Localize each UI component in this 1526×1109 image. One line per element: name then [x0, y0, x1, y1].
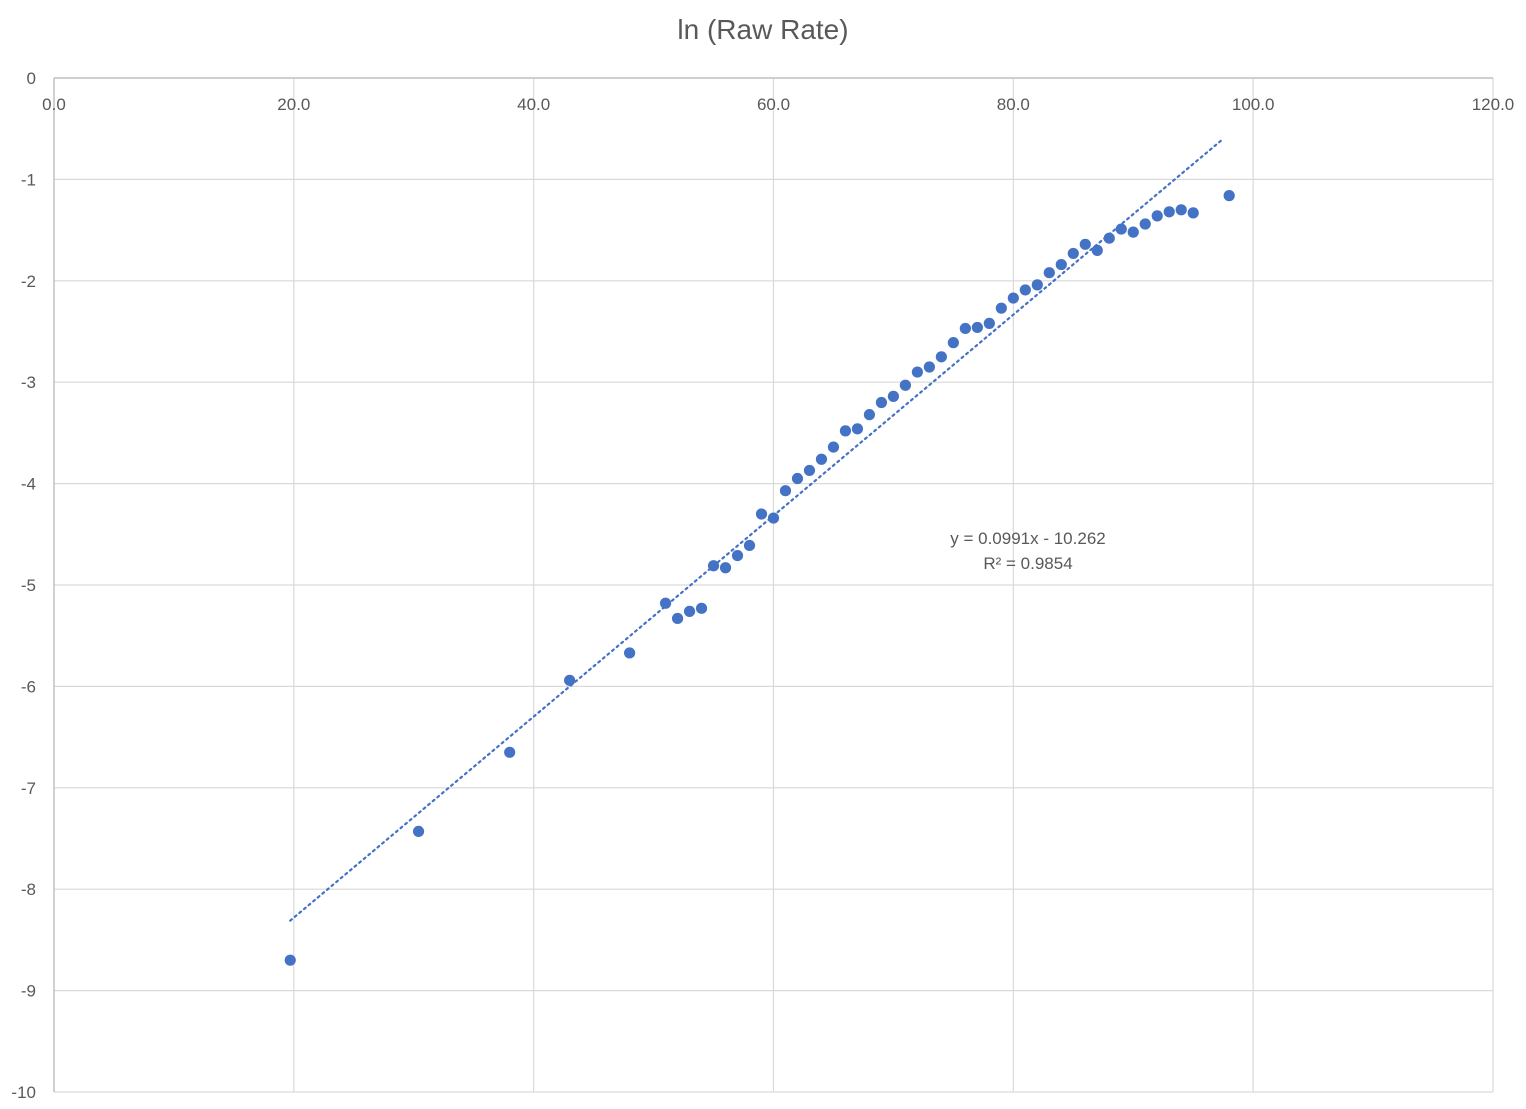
data-point	[707, 560, 720, 572]
data-point	[827, 441, 840, 453]
y-tick-label: 0	[27, 69, 36, 88]
x-tick-label: 60.0	[757, 95, 790, 114]
data-point	[1091, 244, 1103, 256]
data-point	[851, 423, 864, 435]
data-point	[1103, 232, 1115, 244]
gridlines	[53, 78, 1494, 1093]
y-tick-label: -10	[11, 1083, 36, 1102]
y-tick-label: -9	[21, 982, 36, 1001]
x-tick-label: 120.0	[1472, 95, 1515, 114]
data-point	[683, 605, 696, 617]
data-point	[1019, 284, 1031, 296]
data-point	[971, 321, 983, 334]
axes	[53, 77, 1493, 1092]
x-tick-labels: 0.0 20.0 40.0 60.0 80.0 100.0 120.0	[42, 95, 1514, 114]
data-point	[695, 602, 708, 614]
data-point	[983, 317, 995, 329]
x-tick-label: 40.0	[517, 95, 550, 114]
x-tick-label: 0.0	[42, 95, 66, 114]
data-point	[875, 396, 888, 409]
data-point	[755, 508, 768, 520]
data-point	[863, 409, 876, 421]
data-points	[284, 190, 1235, 966]
data-point	[911, 366, 924, 378]
chart-title: ln (Raw Rate)	[677, 14, 849, 45]
x-tick-label: 80.0	[997, 95, 1030, 114]
y-tick-label: -8	[21, 880, 36, 899]
data-point	[412, 825, 425, 838]
data-point	[1187, 207, 1199, 219]
data-point	[284, 954, 296, 966]
y-tick-label: -5	[21, 576, 36, 595]
data-point	[947, 337, 959, 349]
trendline-group	[289, 137, 1225, 922]
data-point	[1223, 190, 1235, 202]
data-point	[767, 512, 780, 524]
data-point	[959, 322, 971, 335]
data-point	[1031, 279, 1043, 291]
data-point	[815, 453, 828, 465]
y-tick-label: -4	[21, 475, 36, 494]
data-point	[564, 674, 576, 686]
data-point	[504, 746, 516, 758]
data-point	[624, 647, 636, 659]
data-point	[1163, 206, 1175, 218]
data-point	[887, 390, 900, 402]
data-point	[1151, 210, 1163, 222]
data-point	[743, 539, 756, 552]
data-point	[659, 597, 672, 609]
data-point	[995, 302, 1007, 314]
y-tick-label: -2	[21, 272, 36, 291]
data-point	[1007, 292, 1019, 304]
y-tick-labels: 0 -1 -2 -3 -4 -5 -6 -7 -8 -9 -10	[11, 69, 36, 1102]
y-tick-label: -3	[21, 373, 36, 392]
data-point	[923, 361, 935, 373]
data-point	[671, 612, 684, 625]
data-point	[1139, 218, 1151, 230]
data-point	[1115, 223, 1127, 235]
data-point	[899, 379, 912, 391]
data-point	[791, 472, 804, 485]
x-tick-label: 20.0	[277, 95, 310, 114]
data-point	[1055, 258, 1067, 271]
y-tick-label: -7	[21, 779, 36, 798]
trendline-r2-label: R² = 0.9854	[983, 554, 1072, 573]
data-point	[935, 351, 947, 363]
y-tick-label: -6	[21, 677, 36, 696]
data-point	[779, 485, 792, 497]
data-point	[839, 425, 852, 437]
trendline-equation-label: y = 0.0991x - 10.262	[950, 529, 1105, 548]
data-point	[1079, 238, 1091, 250]
data-point	[1175, 204, 1187, 216]
trendline	[289, 137, 1225, 922]
data-point	[1127, 226, 1139, 238]
data-point	[1067, 247, 1079, 260]
data-point	[731, 549, 744, 562]
x-tick-label: 100.0	[1232, 95, 1275, 114]
data-point	[719, 562, 732, 574]
y-tick-label: -1	[21, 170, 36, 189]
data-point	[803, 464, 816, 477]
data-point	[1043, 267, 1055, 279]
